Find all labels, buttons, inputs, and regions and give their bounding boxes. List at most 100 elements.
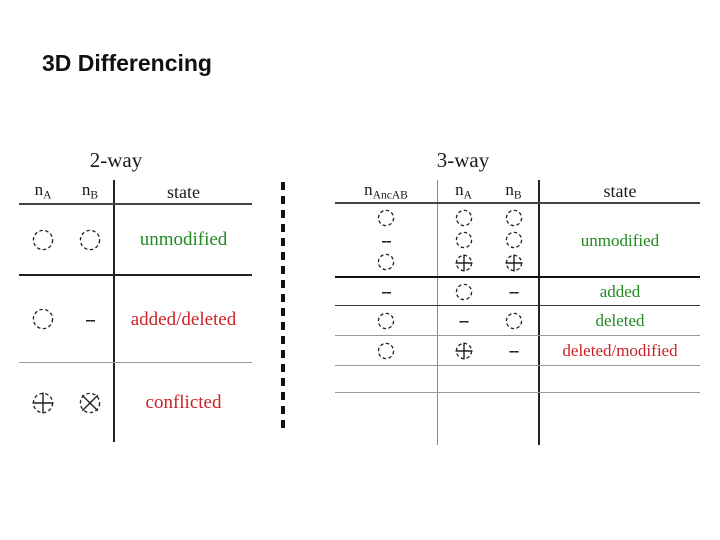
table-row: -- deleted	[335, 306, 700, 336]
two-way-caption: 2-way	[89, 148, 143, 172]
state-cell: unmodified	[113, 205, 252, 274]
column-header-cell: nAncAB	[335, 180, 437, 202]
table-row: -- added/deleted	[19, 276, 252, 363]
symbol-cell	[19, 363, 67, 442]
symbol-stack: --	[67, 276, 113, 362]
symbol-stack	[335, 306, 437, 335]
symbol-cell: --	[335, 204, 437, 276]
symbol-stack: --	[489, 278, 538, 305]
state-label: added/deleted	[130, 308, 237, 330]
state-label: conflicted	[145, 392, 222, 413]
table-tail-row	[335, 393, 700, 445]
symbol-cell: --	[437, 306, 489, 335]
symbol-cell	[335, 366, 437, 392]
table-row	[335, 366, 700, 393]
symbol-stack	[335, 366, 437, 392]
column-header-cell: nA	[19, 180, 67, 203]
symbol-cell	[437, 278, 489, 305]
circle-icon	[505, 231, 522, 249]
dashed-divider	[281, 182, 285, 428]
tail-state-cell	[538, 393, 700, 445]
tail-cell	[437, 393, 489, 445]
symbol-cell	[67, 205, 113, 274]
symbol-cell	[437, 336, 489, 365]
state-cell: added	[538, 278, 700, 305]
column-header-cell: nA	[437, 180, 489, 202]
column-header-cell: nB	[489, 180, 538, 202]
column-header: nA	[455, 179, 472, 202]
circle-icon	[32, 229, 54, 250]
symbol-stack: --	[335, 278, 437, 305]
dash-icon: --	[381, 282, 391, 301]
circle-icon	[455, 231, 472, 249]
circle-icon	[32, 308, 54, 330]
circle-plus-icon	[455, 254, 472, 271]
circle-x-icon	[79, 392, 101, 413]
symbol-cell	[437, 366, 489, 392]
symbol-cell: --	[335, 278, 437, 305]
symbol-cell	[489, 204, 538, 276]
dash-icon: --	[85, 309, 95, 329]
symbol-stack: --	[489, 336, 538, 365]
state-label: added	[599, 282, 641, 301]
column-header: nB	[81, 180, 99, 202]
three-way-caption: 3-way	[436, 148, 490, 172]
column-header: nAncAB	[364, 179, 408, 202]
circle-plus-icon	[455, 342, 472, 359]
circle-icon	[455, 283, 472, 300]
state-cell: deleted/modified	[538, 336, 700, 365]
state-header-cell: state	[113, 180, 252, 203]
state-label: deleted/modified	[562, 341, 678, 360]
column-header: nB	[505, 179, 522, 202]
symbol-stack	[438, 366, 489, 392]
table-header-row: nAncAB nA nB state	[335, 180, 700, 204]
state-label: unmodified	[139, 229, 228, 250]
state-cell: added/deleted	[113, 276, 252, 362]
state-cell: conflicted	[113, 363, 252, 442]
state-cell	[538, 366, 700, 392]
symbol-stack	[489, 366, 538, 392]
state-header: state	[603, 181, 637, 201]
symbol-cell	[437, 204, 489, 276]
symbol-stack	[335, 336, 437, 365]
symbol-stack	[19, 276, 67, 362]
symbol-stack: --	[335, 204, 437, 276]
state-header: state	[167, 181, 200, 202]
symbol-stack	[19, 363, 67, 442]
slide-title: 3D Differencing	[42, 50, 212, 76]
table-header-row: nA nB state	[19, 180, 252, 205]
state-header-cell: state	[538, 180, 700, 202]
symbol-stack: --	[438, 306, 489, 335]
symbol-cell	[489, 366, 538, 392]
tail-cell	[489, 393, 538, 445]
symbol-cell	[489, 306, 538, 335]
circle-plus-icon	[505, 254, 522, 271]
symbol-stack	[438, 278, 489, 305]
symbol-cell	[19, 276, 67, 362]
circle-icon	[377, 209, 395, 226]
tail-cell	[335, 393, 437, 445]
table-row: -- -- added	[335, 278, 700, 306]
symbol-cell	[19, 205, 67, 274]
symbol-cell	[67, 363, 113, 442]
state-cell: deleted	[538, 306, 700, 335]
circle-icon	[505, 209, 522, 226]
dash-icon: --	[458, 311, 469, 330]
state-label: deleted	[595, 311, 645, 330]
dash-icon: --	[508, 282, 519, 301]
table-row: conflicted	[19, 363, 252, 442]
symbol-stack	[438, 204, 489, 276]
symbol-stack	[19, 205, 67, 274]
symbol-cell: --	[489, 278, 538, 305]
circle-plus-icon	[32, 392, 54, 413]
circle-icon	[505, 312, 522, 329]
column-header-cell: nB	[67, 180, 113, 203]
circle-icon	[79, 229, 101, 250]
state-label: unmodified	[580, 230, 660, 250]
circle-icon	[377, 342, 395, 359]
symbol-cell	[335, 306, 437, 335]
table-row: -- unmodified	[335, 204, 700, 278]
state-cell: unmodified	[538, 204, 700, 276]
table-row: -- deleted/modified	[335, 336, 700, 366]
